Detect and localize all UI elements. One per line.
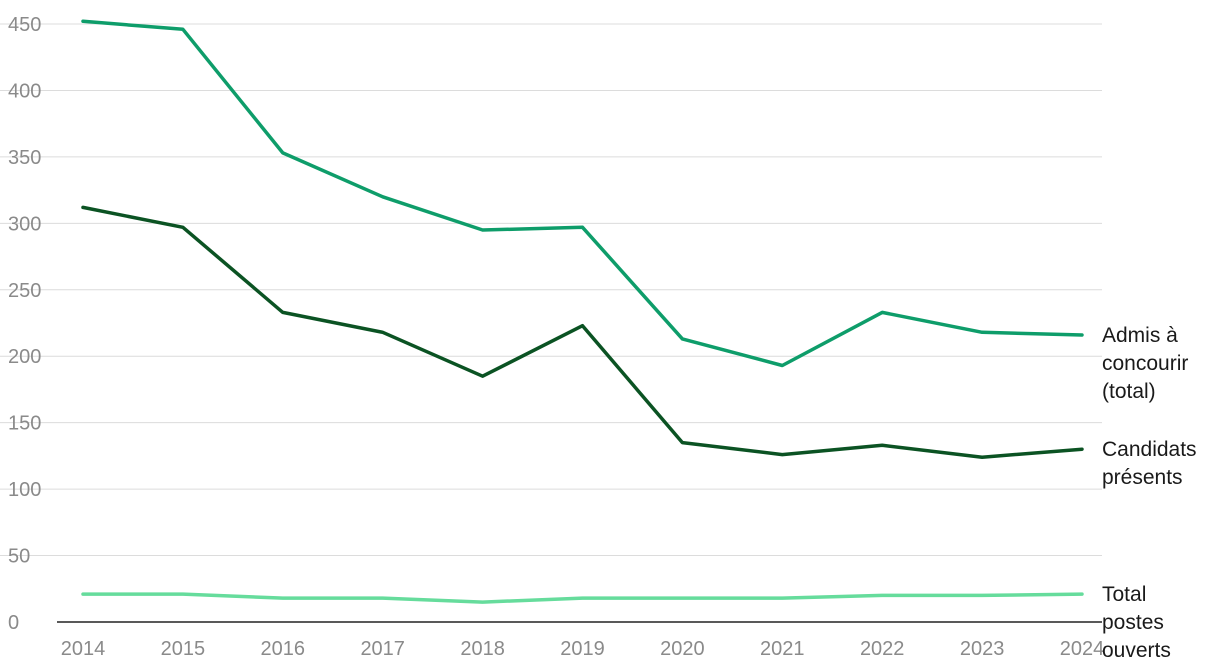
series-labels: Admis à concourir (total) Candidats présents…: [1102, 324, 1197, 662]
x-tick-label-2021: 2021: [760, 638, 805, 660]
series-label-2: Total postes ouverts: [1102, 583, 1171, 662]
series-label-line: ouverts: [1102, 639, 1171, 662]
series-label-line: Admis à: [1102, 324, 1178, 347]
x-axis-tick-labels: 2014 2015 2016 2017 2018 2019 2020 2021 2022 2023…: [61, 638, 1105, 660]
series-label-line: Candidats: [1102, 438, 1197, 461]
series-lines: [81, 19, 1084, 604]
x-tick-label-2023: 2023: [960, 638, 1005, 660]
gridlines: [0, 23, 1102, 557]
series-line-2: [81, 592, 1084, 604]
series-label-1: Candidats présents: [1102, 438, 1197, 489]
x-tick-label-2017: 2017: [360, 638, 405, 660]
x-tick-label-2024: 2024: [1060, 638, 1105, 660]
y-tick-label-350: 350: [8, 147, 41, 169]
y-tick-label-50: 50: [8, 546, 30, 568]
series-label-line: postes: [1102, 611, 1164, 634]
series-label-line: (total): [1102, 380, 1156, 403]
series-label-0: Admis à concourir (total): [1102, 324, 1188, 403]
x-tick-label-2016: 2016: [261, 638, 306, 660]
y-tick-label-200: 200: [8, 346, 41, 368]
y-tick-label-0: 0: [8, 612, 19, 634]
series-line-0: [81, 19, 1084, 368]
y-tick-label-100: 100: [8, 479, 41, 501]
y-tick-label-400: 400: [8, 80, 41, 102]
y-axis-tick-labels: 0 50 100 150 200 250 300 350 400 450: [8, 14, 41, 634]
x-tick-label-2015: 2015: [161, 638, 206, 660]
x-tick-label-2019: 2019: [560, 638, 605, 660]
series-label-line: présents: [1102, 466, 1183, 489]
y-tick-label-300: 300: [8, 213, 41, 235]
x-tick-label-2022: 2022: [860, 638, 905, 660]
x-tick-label-2018: 2018: [460, 638, 505, 660]
series-line-1: [81, 205, 1084, 459]
series-label-line: Total: [1102, 583, 1146, 606]
x-tick-label-2014: 2014: [61, 638, 106, 660]
y-tick-label-450: 450: [8, 14, 41, 36]
y-tick-label-250: 250: [8, 280, 41, 302]
series-label-line: concourir: [1102, 352, 1188, 375]
y-tick-label-150: 150: [8, 413, 41, 435]
x-tick-label-2020: 2020: [660, 638, 705, 660]
